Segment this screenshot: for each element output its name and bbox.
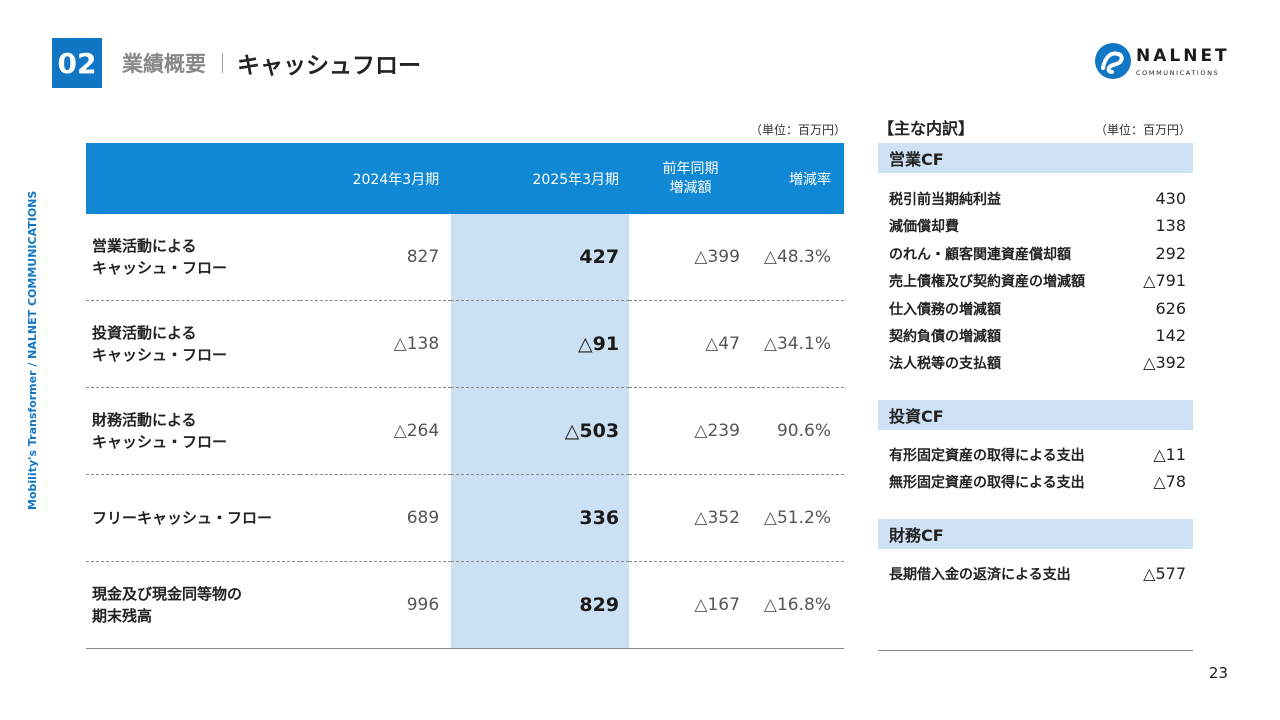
list-item: 長期借入金の返済による支出 △577: [889, 560, 1186, 587]
row-label: 財務活動による キャッシュ・フロー: [86, 387, 301, 475]
logo-name: NALNET: [1136, 45, 1230, 66]
header-cell-rate: 増減率: [751, 143, 844, 214]
list-item: 無形固定資産の取得による支出 △78: [889, 468, 1186, 495]
table-unit: （単位：百万円）: [750, 123, 847, 137]
cash-flow-table: 2024年3月期 2025年3月期 前年同期 増減額 増減率 営業活動による キ…: [86, 143, 844, 649]
cell-rate: △34.1%: [751, 300, 844, 388]
cell-fy2024: 689: [300, 474, 452, 562]
table-row: 財務活動による キャッシュ・フロー △264 △503 △239 90.6%: [86, 387, 844, 475]
table-row: 投資活動による キャッシュ・フロー △138 △91 △47 △34.1%: [86, 300, 844, 388]
item-value: △11: [1153, 445, 1186, 464]
list-item: 有形固定資産の取得による支出 △11: [889, 441, 1186, 468]
company-logo: NALNET COMMUNICATIONS: [1094, 42, 1230, 80]
panel-bottom-divider: [878, 650, 1193, 651]
breakdown-unit: （単位：百万円）: [1094, 123, 1191, 137]
item-label: 有形固定資産の取得による支出: [889, 447, 1085, 464]
list-item: 売上債権及び契約資産の増減額 △791: [889, 267, 1186, 294]
cell-fy2025: △503: [451, 387, 630, 475]
list-item: のれん・顧客関連資産償却額 292: [889, 240, 1186, 267]
vertical-tagline: Mobility's Transformer / NALNET COMMUNIC…: [26, 190, 39, 510]
cell-rate: 90.6%: [751, 387, 844, 475]
cell-fy2024: △264: [300, 387, 452, 475]
logo-subtitle: COMMUNICATIONS: [1136, 68, 1220, 77]
item-label: 契約負債の増減額: [889, 328, 1001, 345]
cell-diff: △352: [629, 474, 752, 562]
item-label: 長期借入金の返済による支出: [889, 566, 1071, 583]
item-label: 法人税等の支払額: [889, 355, 1001, 372]
category-financing-cf: 財務CF: [878, 519, 1193, 549]
item-label: 無形固定資産の取得による支出: [889, 474, 1085, 491]
row-label: 投資活動による キャッシュ・フロー: [86, 300, 301, 388]
header-cell-label: [86, 143, 301, 214]
cell-rate: △51.2%: [751, 474, 844, 562]
cell-fy2024: △138: [300, 300, 452, 388]
table-row: 営業活動による キャッシュ・フロー 827 427 △399 △48.3%: [86, 214, 844, 301]
list-item: 契約負債の増減額 142: [889, 322, 1186, 349]
list-item: 法人税等の支払額 △392: [889, 349, 1186, 376]
cell-fy2025: 829: [451, 561, 630, 649]
cell-fy2025: 427: [451, 214, 630, 301]
item-value: △78: [1153, 472, 1186, 491]
item-label: 仕入債務の増減額: [889, 301, 1001, 318]
header-cell-fy2025: 2025年3月期: [451, 143, 630, 214]
cell-fy2025: 336: [451, 474, 630, 562]
item-label: 税引前当期純利益: [889, 191, 1001, 208]
cell-diff: △47: [629, 300, 752, 388]
cell-fy2024: 827: [300, 214, 452, 301]
item-value: 430: [1155, 189, 1186, 208]
item-label: 減価償却費: [889, 218, 959, 235]
page-title-area: 業績概要 キャッシュフロー: [122, 46, 421, 80]
cell-fy2025: △91: [451, 300, 630, 388]
row-label: 現金及び現金同等物の 期末残高: [86, 561, 301, 649]
table-header-row: 2024年3月期 2025年3月期 前年同期 増減額 増減率: [86, 143, 844, 214]
header-cell-fy2024: 2024年3月期: [300, 143, 452, 214]
item-value: △577: [1143, 564, 1186, 583]
category-operating-cf: 営業CF: [878, 143, 1193, 173]
page-number: 23: [1208, 664, 1228, 682]
header-cell-diff: 前年同期 増減額: [629, 143, 752, 214]
cell-rate: △16.8%: [751, 561, 844, 649]
section-category: 業績概要: [122, 52, 206, 76]
cell-fy2024: 996: [300, 561, 452, 649]
item-label: のれん・顧客関連資産償却額: [889, 246, 1071, 263]
page-title: キャッシュフロー: [237, 53, 421, 79]
title-divider: [222, 53, 223, 73]
table-row: 現金及び現金同等物の 期末残高 996 829 △167 △16.8%: [86, 561, 844, 649]
breakdown-title: 【主な内訳】: [878, 119, 975, 138]
item-value: △791: [1143, 271, 1186, 290]
item-value: △392: [1143, 353, 1186, 372]
item-value: 138: [1155, 216, 1186, 235]
item-value: 292: [1155, 244, 1186, 263]
row-label: 営業活動による キャッシュ・フロー: [86, 214, 301, 301]
cell-diff: △399: [629, 214, 752, 301]
cell-diff: △167: [629, 561, 752, 649]
item-value: 626: [1155, 299, 1186, 318]
nalnet-logo-icon: [1095, 43, 1131, 79]
list-item: 減価償却費 138: [889, 212, 1186, 239]
row-label: フリーキャッシュ・フロー: [86, 474, 301, 562]
table-row: フリーキャッシュ・フロー 689 336 △352 △51.2%: [86, 474, 844, 562]
category-investing-cf: 投資CF: [878, 400, 1193, 430]
cell-diff: △239: [629, 387, 752, 475]
item-value: 142: [1155, 326, 1186, 345]
cell-rate: △48.3%: [751, 214, 844, 301]
list-item: 税引前当期純利益 430: [889, 185, 1186, 212]
item-label: 売上債権及び契約資産の増減額: [889, 273, 1085, 290]
section-number: 02: [52, 38, 102, 88]
list-item: 仕入債務の増減額 626: [889, 295, 1186, 322]
